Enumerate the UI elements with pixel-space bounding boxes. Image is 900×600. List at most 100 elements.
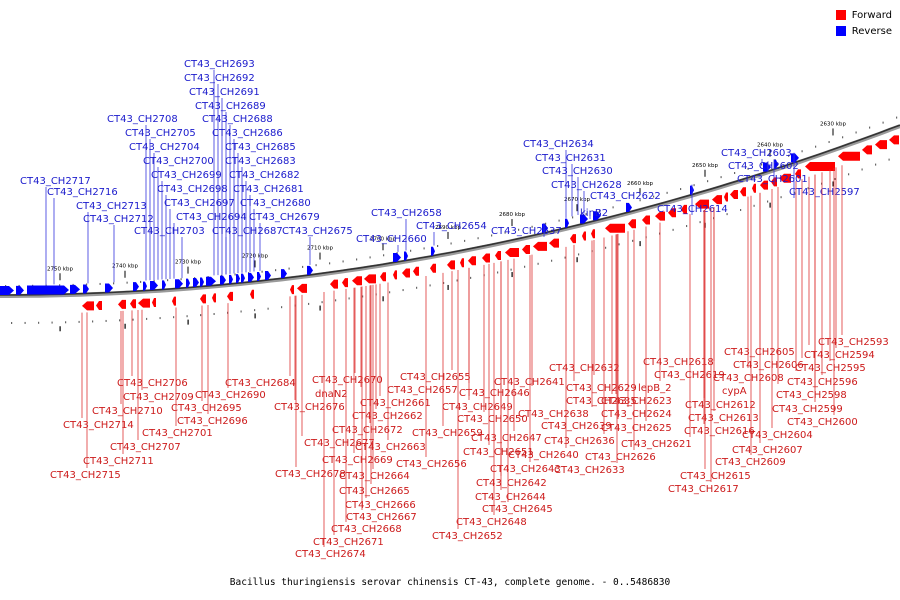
reverse-gene-arrow	[565, 218, 569, 228]
forward-gene-label: CT43_CH2595	[795, 363, 866, 374]
forward-gene-label: CT43_CH2667	[346, 512, 417, 523]
forward-gene-label: CT43_CH2706	[117, 378, 188, 389]
legend-reverse: Reverse	[835, 24, 892, 38]
reverse-gene-arrow	[626, 203, 632, 213]
reverse-gene-label: CT43_CH2692	[184, 73, 255, 84]
forward-gene-label: CT43_CH2652	[432, 531, 503, 542]
forward-gene-arrow	[227, 291, 233, 301]
forward-gene-label: CT43_CH2608	[713, 373, 784, 384]
tick-mark	[159, 317, 161, 320]
forward-gene-arrow	[605, 223, 625, 233]
scale-tick	[511, 219, 513, 227]
reverse-gene-label: CT43_CH2601	[737, 174, 808, 185]
tick-mark	[51, 321, 53, 324]
reverse-gene-arrow	[393, 252, 401, 262]
tick-mark	[896, 116, 898, 119]
reverse-gene-arrow	[150, 281, 158, 291]
tick-mark	[119, 319, 121, 322]
tick-mark	[524, 265, 526, 268]
forward-gene-arrow	[805, 161, 835, 171]
reverse-gene-arrow	[143, 281, 147, 291]
tick-mark	[437, 244, 439, 247]
tick-mark	[410, 249, 412, 252]
reverse-gene-arrow	[241, 273, 245, 283]
forward-gene-label: CT43_CH2649	[442, 402, 513, 413]
reverse-gene-arrow	[580, 214, 588, 224]
forward-gene-label: CT43_CH2621	[621, 439, 692, 450]
forward-gene-arrow	[130, 299, 136, 309]
forward-gene-label: CT43_CH2639	[541, 421, 612, 432]
forward-gene-label: CT43_CH2641	[494, 377, 565, 388]
reverse-gene-arrow	[193, 277, 199, 287]
tick-mark	[65, 321, 67, 324]
scale-label: 2640 kbp	[757, 143, 783, 149]
tick-mark	[396, 252, 398, 255]
forward-gene-label: CT43_CH2609	[715, 457, 786, 468]
tick-mark	[477, 237, 479, 240]
scale-label: 2660 kbp	[627, 181, 653, 187]
reverse-gene-arrow	[105, 283, 113, 293]
scale-tick	[832, 181, 834, 187]
forward-gene-label: CT43_CH2626	[585, 452, 656, 463]
forward-gene-label: CT43_CH2651	[463, 447, 534, 458]
reverse-gene-label: CT43_CH2675	[282, 226, 353, 237]
reverse-gene-arrow	[791, 153, 799, 163]
tick-mark	[780, 196, 782, 199]
tick-mark	[842, 136, 844, 139]
scale-label: 2680 kbp	[499, 212, 525, 218]
forward-gene-arrow	[430, 263, 436, 273]
forward-gene-label: CT43_CH2664	[339, 471, 410, 482]
forward-gene-label: CT43_CH2599	[772, 404, 843, 415]
genome-axis-shadow	[0, 124, 900, 298]
reverse-gene-label: CT43_CH2693	[184, 59, 255, 70]
forward-gene-label: CT43_CH2616	[684, 426, 755, 437]
reverse-gene-arrow	[265, 270, 271, 280]
scale-tick	[319, 305, 321, 311]
reverse-gene-arrow	[593, 211, 601, 221]
tick-mark	[747, 167, 749, 170]
tick-mark	[726, 213, 728, 216]
forward-gene-arrow	[730, 190, 738, 200]
forward-gene-arrow	[505, 248, 519, 258]
forward-gene-arrow	[681, 204, 687, 214]
tick-mark	[140, 280, 142, 283]
tick-mark	[429, 284, 431, 287]
scale-tick	[832, 128, 834, 136]
reverse-gene-label: CT43_CH2694	[176, 212, 247, 223]
forward-gene-label: CT43_CH2645	[482, 504, 553, 515]
scale-tick	[447, 284, 449, 290]
scale-tick	[319, 252, 321, 260]
forward-gene-arrow	[712, 195, 722, 205]
scale-tick	[187, 266, 189, 274]
scale-tick	[59, 273, 61, 281]
tick-mark	[200, 314, 202, 317]
reverse-gene-label: kinB2	[580, 208, 608, 219]
tick-mark	[213, 312, 215, 315]
reverse-gene-arrow	[281, 269, 287, 279]
forward-gene-label: CT43_CH2638	[518, 409, 589, 420]
tick-mark	[423, 247, 425, 250]
scale-label: 2650 kbp	[692, 163, 718, 169]
forward-gene-label: CT43_CH2619	[654, 370, 725, 381]
scale-label: 2730 kbp	[175, 260, 201, 266]
tick-mark	[126, 281, 128, 284]
scale-tick	[447, 231, 449, 239]
forward-gene-arrow	[413, 266, 419, 276]
legend: Forward Reverse	[835, 8, 892, 40]
tick-mark	[653, 195, 655, 198]
forward-gene-arrow	[838, 151, 860, 161]
scale-label: 2710 kbp	[307, 246, 333, 252]
forward-gene-label: CT43_CH2615	[680, 471, 751, 482]
tick-mark	[348, 297, 350, 300]
forward-gene-label: CT43_CH2593	[818, 337, 889, 348]
tick-mark	[632, 239, 634, 242]
tick-mark	[335, 299, 337, 302]
reverse-gene-arrow	[220, 275, 226, 285]
forward-gene-label: CT43_CH2690	[195, 390, 266, 401]
tick-mark	[828, 141, 830, 144]
forward-gene-label: CT43_CH2647	[471, 433, 542, 444]
scale-label: 2750 kbp	[47, 266, 73, 272]
tick-mark	[834, 178, 836, 181]
tick-mark	[113, 282, 115, 285]
forward-gene-arrow	[522, 245, 530, 255]
